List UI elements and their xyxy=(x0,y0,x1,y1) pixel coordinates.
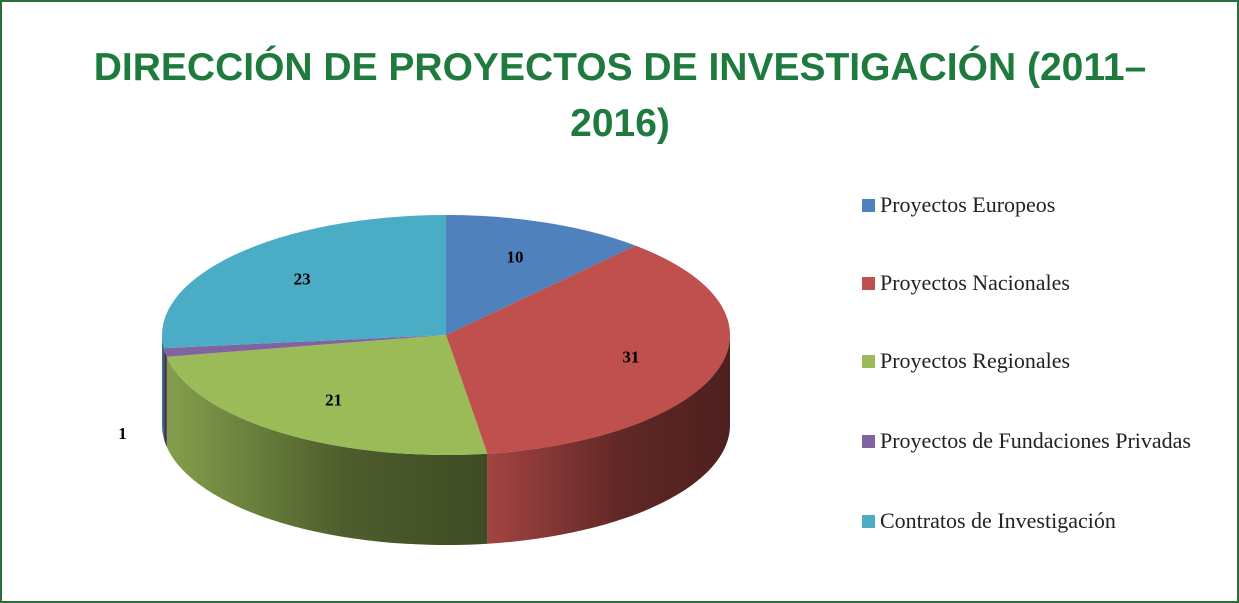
slice xyxy=(163,335,446,357)
legend-entry: Proyectos Regionales xyxy=(862,346,1220,376)
legend-swatch xyxy=(862,277,875,290)
legend-label: Contratos de Investigación xyxy=(880,508,1116,533)
legend-swatch xyxy=(862,355,875,368)
slice-side-shade xyxy=(162,335,164,439)
legend-swatch xyxy=(862,199,875,212)
slice-side-shade xyxy=(163,348,167,447)
slice xyxy=(446,245,730,454)
data-label: 23 xyxy=(294,269,311,288)
legend-entry: Proyectos de Fundaciones Privadas xyxy=(862,426,1200,456)
legend-label: Proyectos de Fundaciones Privadas xyxy=(880,428,1191,453)
data-label: 21 xyxy=(325,390,342,409)
data-label: 1 xyxy=(118,424,127,443)
legend-entry: Proyectos Nacionales xyxy=(862,268,1220,298)
legend-entry: Proyectos Europeos xyxy=(862,190,1220,220)
legend-entry: Contratos de Investigación xyxy=(862,506,1220,536)
legend-swatch xyxy=(862,435,875,448)
legend-swatch xyxy=(862,515,875,528)
slice xyxy=(161,215,446,349)
data-label: 10 xyxy=(506,248,523,267)
chart-title: DIRECCIÓN DE PROYECTOS DE INVESTIGACIÓN … xyxy=(93,46,1147,145)
slice xyxy=(166,335,488,455)
data-label: 31 xyxy=(622,347,639,366)
slice-side-shade xyxy=(166,356,488,545)
legend-label: Proyectos Europeos xyxy=(880,192,1056,217)
legend-label: Proyectos Regionales xyxy=(880,348,1071,373)
slice-side-shade xyxy=(487,335,730,544)
legend-label: Proyectos Nacionales xyxy=(880,270,1070,295)
slice xyxy=(446,215,636,335)
